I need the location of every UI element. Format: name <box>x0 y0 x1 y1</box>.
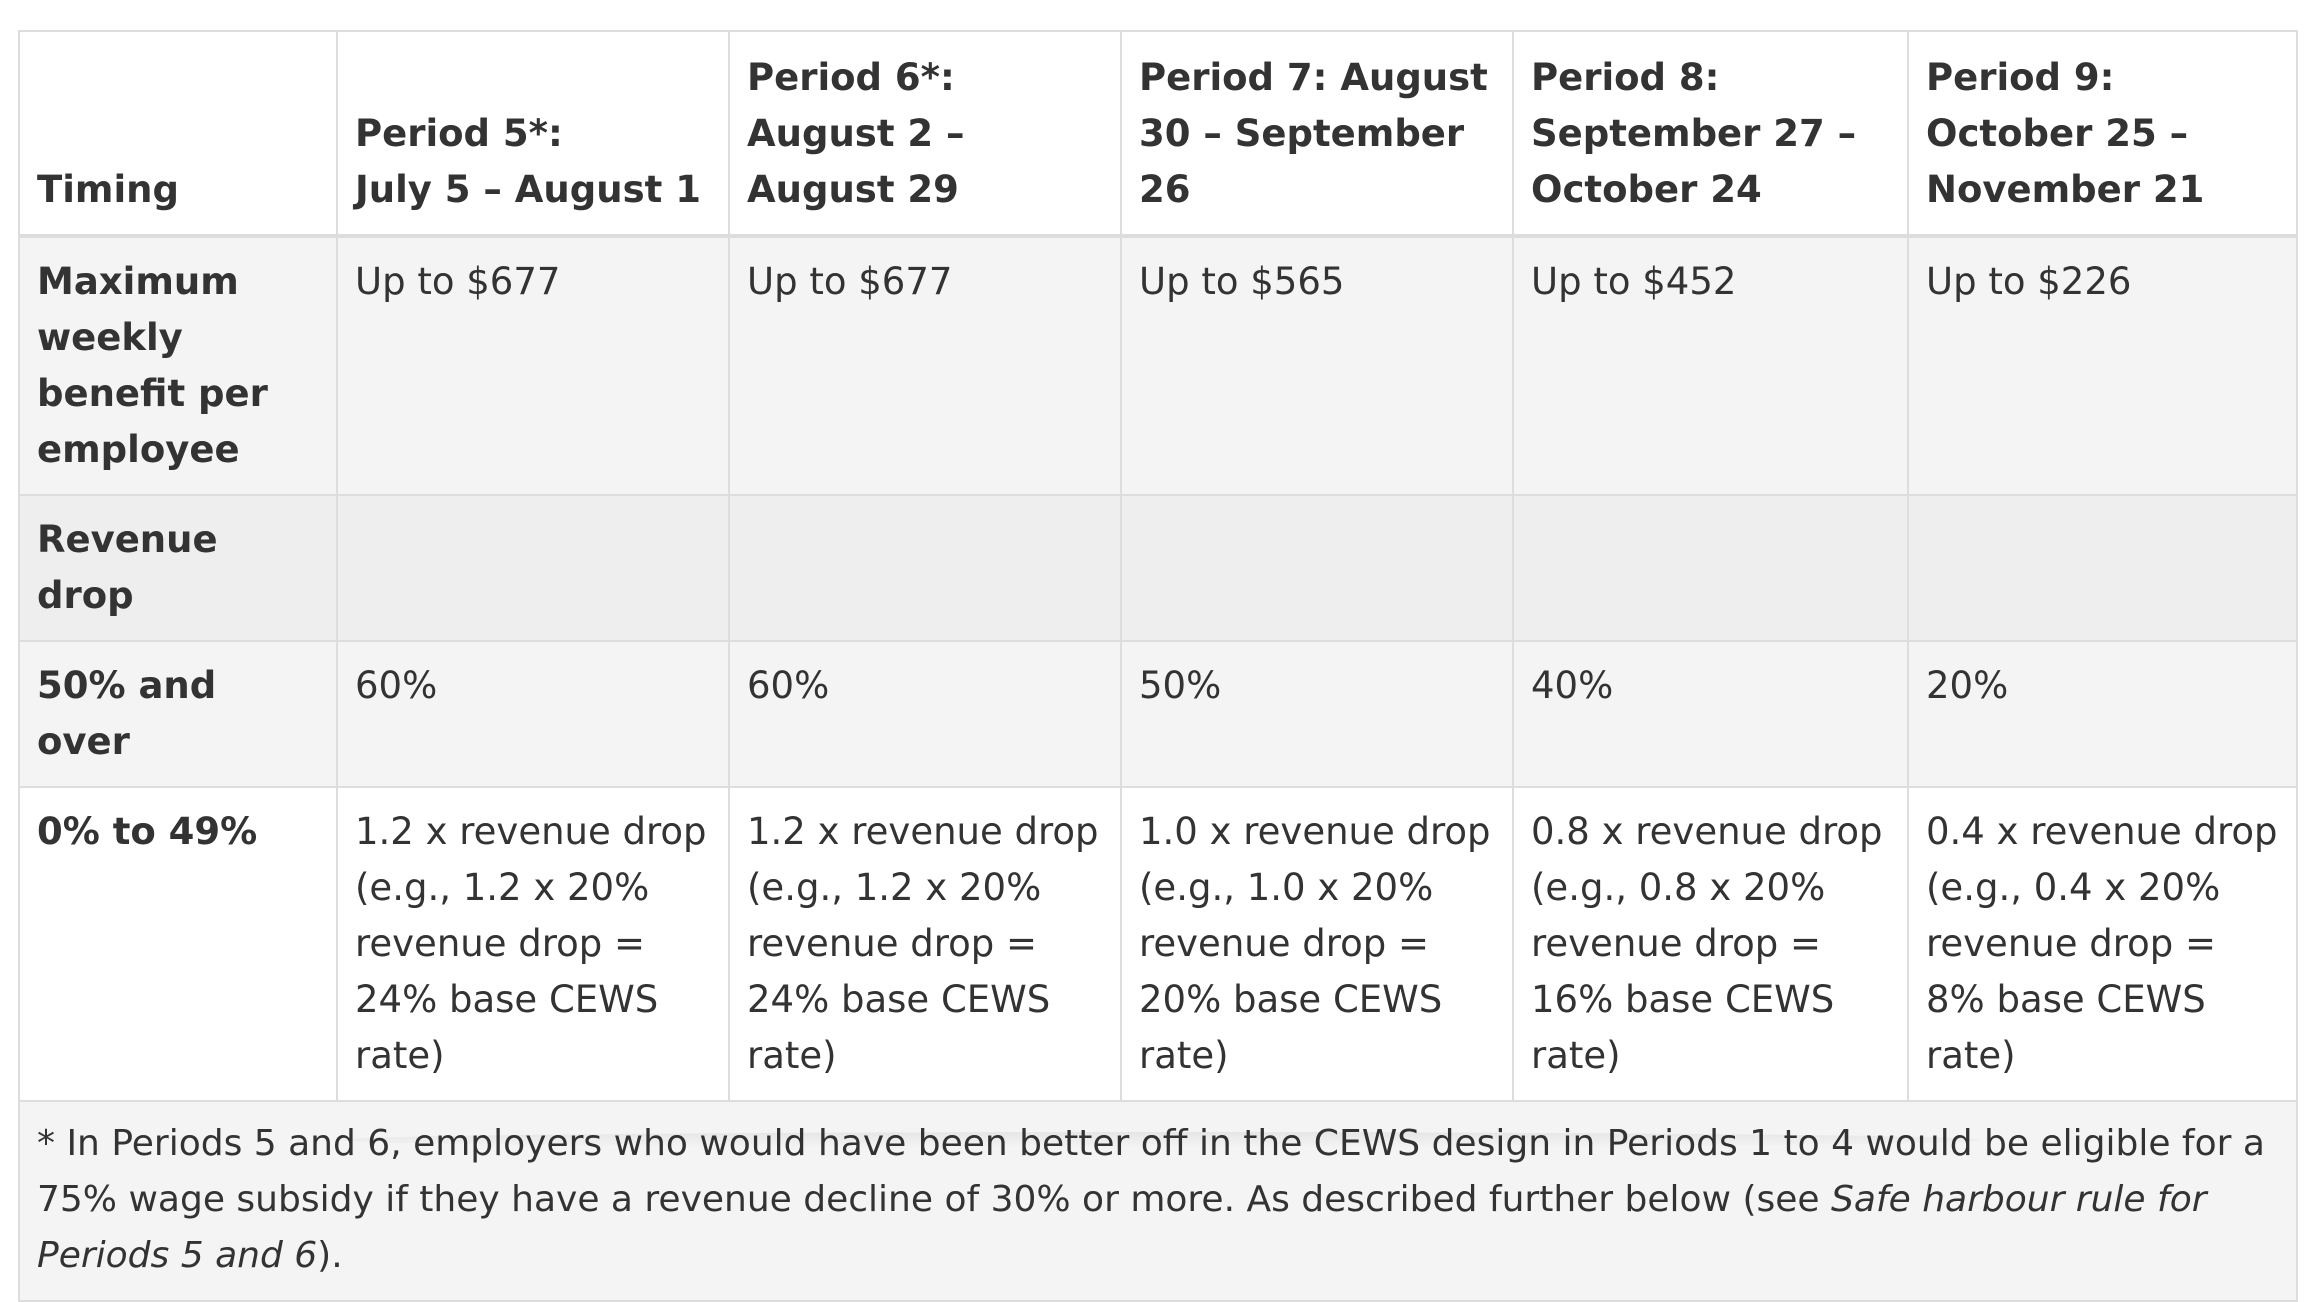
table-cell: Up to $677 <box>336 235 730 496</box>
table-cell: 20% <box>1907 640 2298 788</box>
table-cell <box>1512 494 1909 642</box>
table-cell: 1.2 x revenue drop (e.g., 1.2 x 20% reve… <box>336 786 730 1102</box>
table-cell: 40% <box>1512 640 1909 788</box>
table-cell: Up to $565 <box>1120 235 1514 496</box>
table-cell <box>1120 494 1514 642</box>
table-cell: 1.2 x revenue drop (e.g., 1.2 x 20% reve… <box>728 786 1122 1102</box>
footnote-cell: * In Periods 5 and 6, employers who woul… <box>18 1100 2298 1302</box>
table-cell: 60% <box>336 640 730 788</box>
table-row: 50% and over 60% 60% 50% 40% 20% <box>18 640 2298 788</box>
table-header: Timing Period 5*: July 5 – August 1 Perio… <box>18 30 2298 238</box>
table-cell: 0.8 x revenue drop (e.g., 0.8 x 20% reve… <box>1512 786 1909 1102</box>
row-label-0-to-49: 0% to 49% <box>18 786 338 1102</box>
table-cell: 1.0 x revenue drop (e.g., 1.0 x 20% reve… <box>1120 786 1514 1102</box>
table-cell: 60% <box>728 640 1122 788</box>
table-cell <box>336 494 730 642</box>
table-cell: 50% <box>1120 640 1514 788</box>
table-row: 0% to 49% 1.2 x revenue drop (e.g., 1.2 … <box>18 786 2298 1102</box>
cews-rate-table-container: Timing Period 5*: July 5 – August 1 Perio… <box>18 30 2298 1302</box>
header-period-9: Period 9: October 25 – November 21 <box>1907 30 2298 238</box>
table-cell: Up to $452 <box>1512 235 1909 496</box>
header-period-8: Period 8: September 27 – October 24 <box>1512 30 1909 238</box>
header-period-6: Period 6*: August 2 – August 29 <box>728 30 1122 238</box>
table-cell <box>728 494 1122 642</box>
row-label-50-and-over: 50% and over <box>18 640 338 788</box>
row-label-revenue-drop: Revenue drop <box>18 494 338 642</box>
footnote-row: * In Periods 5 and 6, employers who woul… <box>18 1100 2298 1302</box>
header-period-5-line-2: July 5 – August 1 <box>355 168 701 211</box>
table-cell: 0.4 x revenue drop (e.g., 0.4 x 20% reve… <box>1907 786 2298 1102</box>
header-period-7: Period 7: August 30 – September 26 <box>1120 30 1514 238</box>
cews-rate-table: Timing Period 5*: July 5 – August 1 Perio… <box>18 30 2298 1302</box>
table-cell <box>1907 494 2298 642</box>
table-row: Maximum weekly benefit per employee Up t… <box>18 235 2298 496</box>
table-cell: Up to $226 <box>1907 235 2298 496</box>
header-row: Timing Period 5*: July 5 – August 1 Perio… <box>18 30 2298 238</box>
table-cell: Up to $677 <box>728 235 1122 496</box>
header-period-5-line-1: Period 5*: <box>355 112 563 155</box>
header-period-5: Period 5*: July 5 – August 1 <box>336 30 730 238</box>
table-row: Revenue drop <box>18 494 2298 642</box>
footnote-suffix: ). <box>317 1235 343 1276</box>
row-label-max-weekly-benefit: Maximum weekly benefit per employee <box>18 235 338 496</box>
header-timing: Timing <box>18 30 338 238</box>
bottom-shadow <box>340 1132 1980 1148</box>
